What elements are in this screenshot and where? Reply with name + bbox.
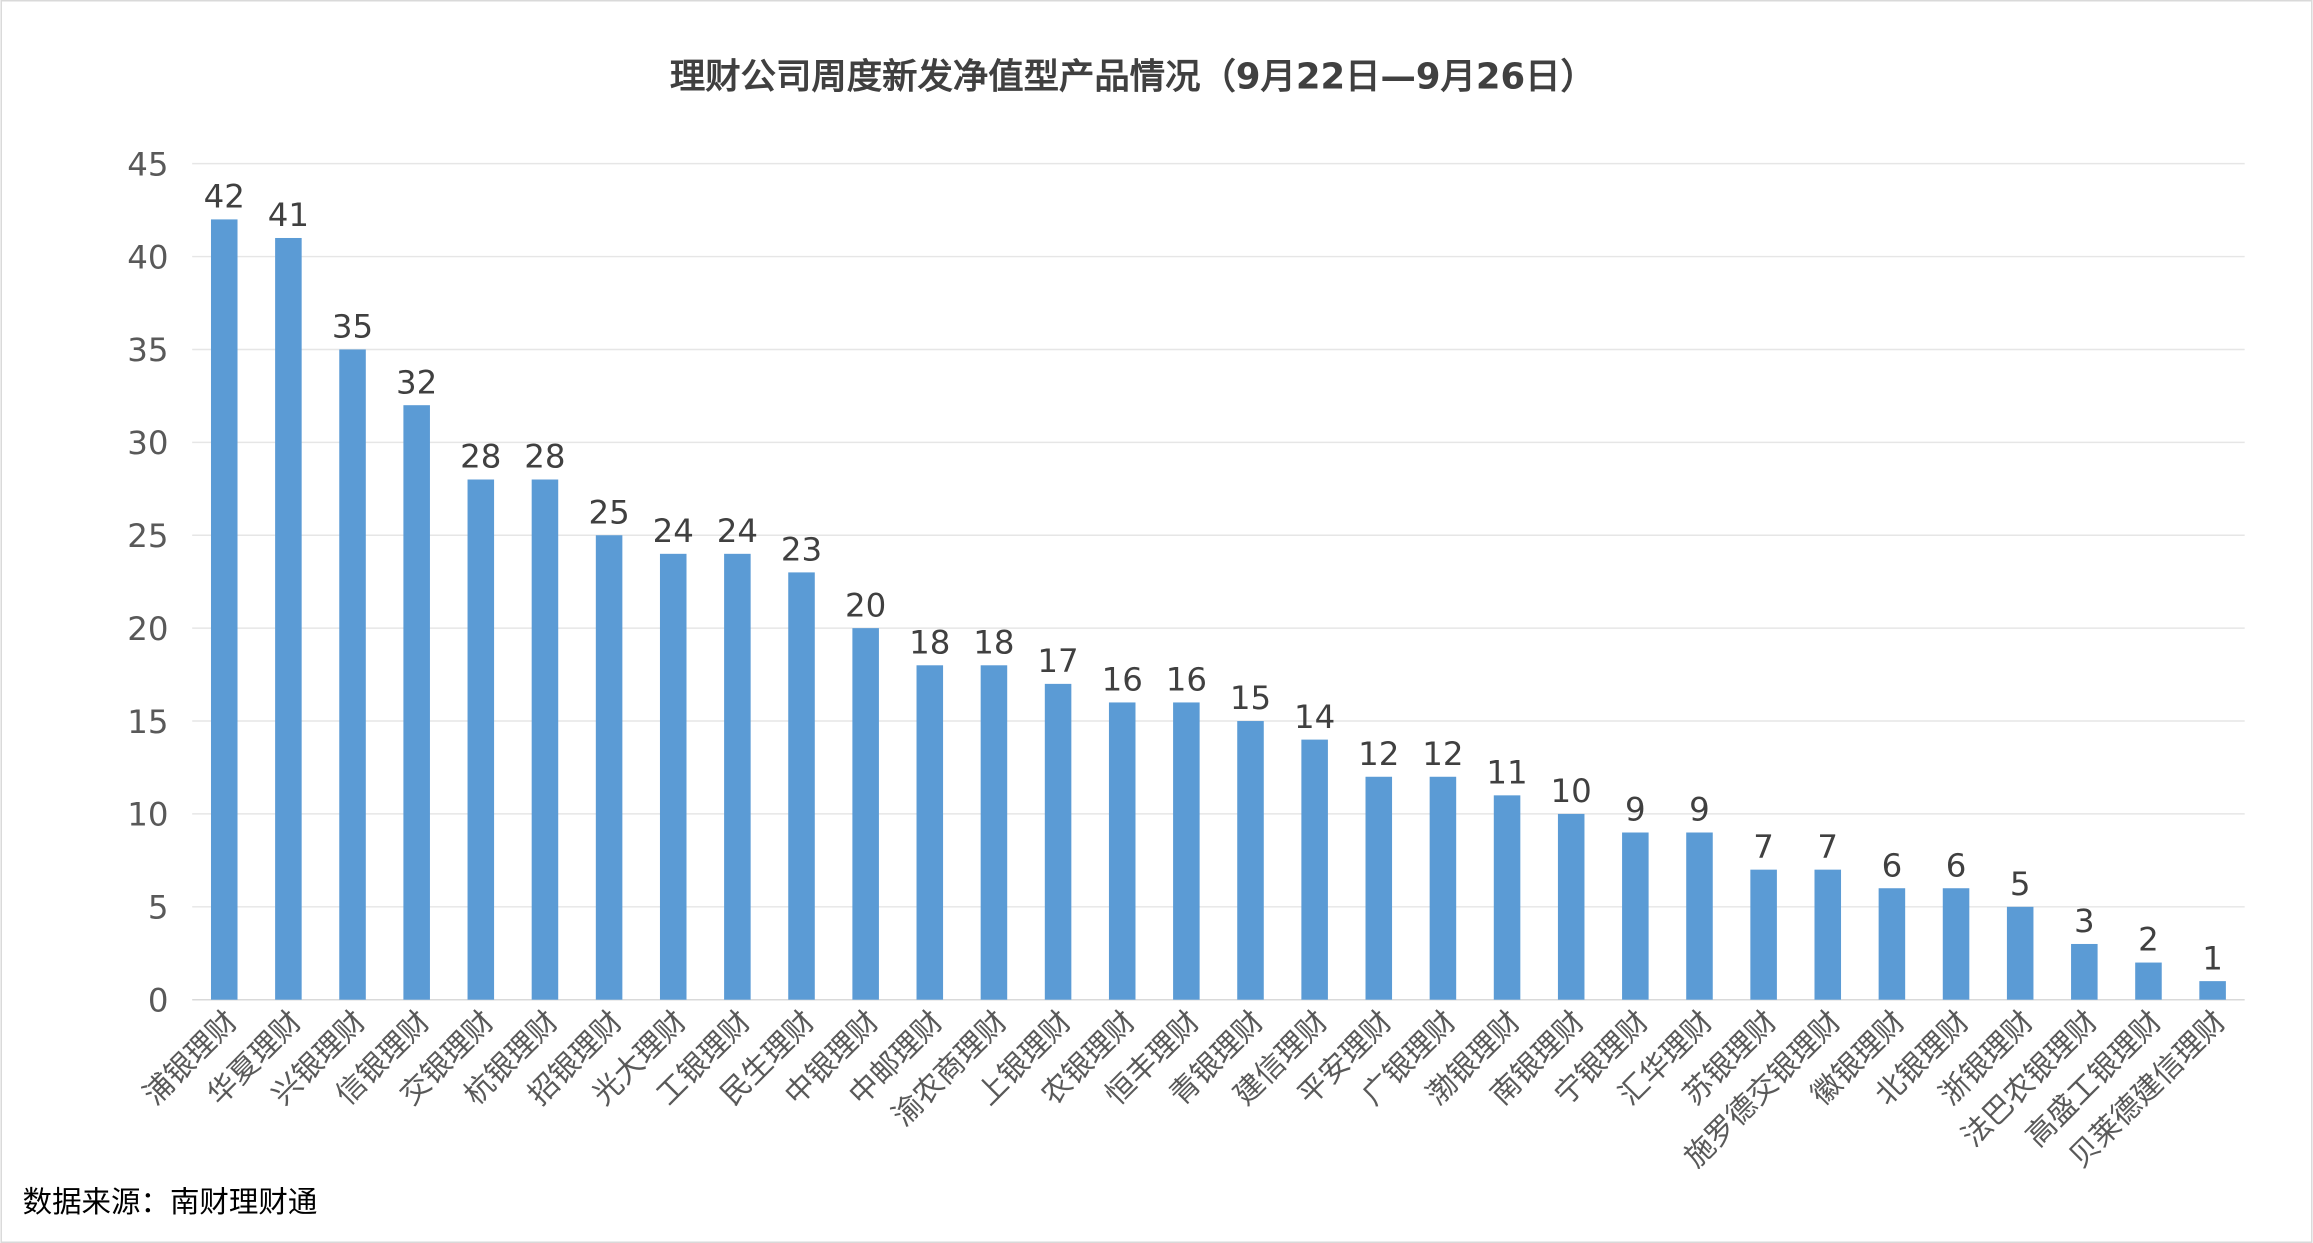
bar xyxy=(531,479,559,1000)
bar xyxy=(1237,721,1264,1000)
bar xyxy=(2199,981,2226,1000)
bar xyxy=(1686,832,1713,1000)
bar xyxy=(788,572,815,1000)
chart-title: 理财公司周度新发净值型产品情况（9月22日—9月26日） xyxy=(670,56,1596,97)
bar xyxy=(980,665,1008,1000)
data-label: 1 xyxy=(2202,939,2223,977)
data-label: 16 xyxy=(1166,661,1207,699)
y-tick-label: 20 xyxy=(127,610,168,648)
data-label: 42 xyxy=(204,178,245,216)
data-label: 5 xyxy=(2010,865,2031,903)
data-label: 28 xyxy=(524,438,565,476)
data-label: 2 xyxy=(2138,921,2159,959)
bar xyxy=(1301,739,1328,1000)
bar xyxy=(724,553,751,1000)
y-tick-label: 45 xyxy=(127,145,168,183)
bar xyxy=(1814,869,1842,1000)
y-tick-label: 0 xyxy=(148,982,169,1020)
data-label: 35 xyxy=(332,308,373,346)
bar xyxy=(1429,776,1457,1000)
y-tick-label: 15 xyxy=(127,703,168,741)
bar xyxy=(1942,888,1970,1000)
data-label: 25 xyxy=(588,493,629,531)
data-label: 16 xyxy=(1102,661,1143,699)
data-label: 6 xyxy=(1882,846,1903,884)
data-label: 12 xyxy=(1422,735,1463,773)
data-label: 7 xyxy=(1753,828,1774,866)
bar xyxy=(595,535,623,1000)
bar xyxy=(1108,702,1136,1000)
bar xyxy=(467,479,495,1000)
data-label: 24 xyxy=(717,512,758,550)
data-label: 11 xyxy=(1486,754,1527,792)
bar xyxy=(916,665,944,1000)
y-tick-label: 40 xyxy=(127,238,168,276)
data-label: 20 xyxy=(845,586,886,624)
bar xyxy=(1622,832,1649,1000)
data-label: 18 xyxy=(973,623,1014,661)
data-label: 10 xyxy=(1551,772,1592,810)
data-label: 9 xyxy=(1625,791,1646,829)
data-label: 32 xyxy=(396,363,437,401)
bar xyxy=(852,628,879,1000)
source-note: 数据来源：南财理财通 xyxy=(23,1185,318,1219)
data-label: 7 xyxy=(1817,828,1838,866)
bar xyxy=(659,553,687,1000)
data-label: 3 xyxy=(2074,902,2095,940)
data-label: 24 xyxy=(653,512,694,550)
data-label: 23 xyxy=(781,531,822,569)
data-label: 28 xyxy=(460,438,501,476)
bar xyxy=(1493,795,1521,1000)
bar xyxy=(1557,813,1585,1000)
bar xyxy=(1044,683,1072,1000)
data-label: 14 xyxy=(1294,698,1335,736)
data-label: 15 xyxy=(1230,679,1271,717)
bar xyxy=(275,237,302,1000)
bar xyxy=(2135,962,2162,1000)
bar xyxy=(1173,702,1200,1000)
bar xyxy=(1750,869,1777,1000)
data-label: 6 xyxy=(1946,846,1967,884)
data-label: 41 xyxy=(268,196,309,234)
data-label: 17 xyxy=(1037,642,1078,680)
data-label: 12 xyxy=(1358,735,1399,773)
bar xyxy=(339,349,366,1000)
data-label: 18 xyxy=(909,623,950,661)
y-tick-label: 35 xyxy=(127,331,168,369)
y-tick-label: 25 xyxy=(127,517,168,555)
bar xyxy=(2006,906,2034,1000)
bar xyxy=(1365,776,1393,1000)
y-tick-label: 5 xyxy=(148,889,169,927)
bar xyxy=(210,219,238,1000)
bar xyxy=(2071,943,2098,1000)
y-tick-label: 10 xyxy=(127,796,168,834)
bar xyxy=(403,405,430,1000)
y-tick-label: 30 xyxy=(127,424,168,462)
bar xyxy=(1878,888,1906,1000)
data-label: 9 xyxy=(1689,791,1710,829)
